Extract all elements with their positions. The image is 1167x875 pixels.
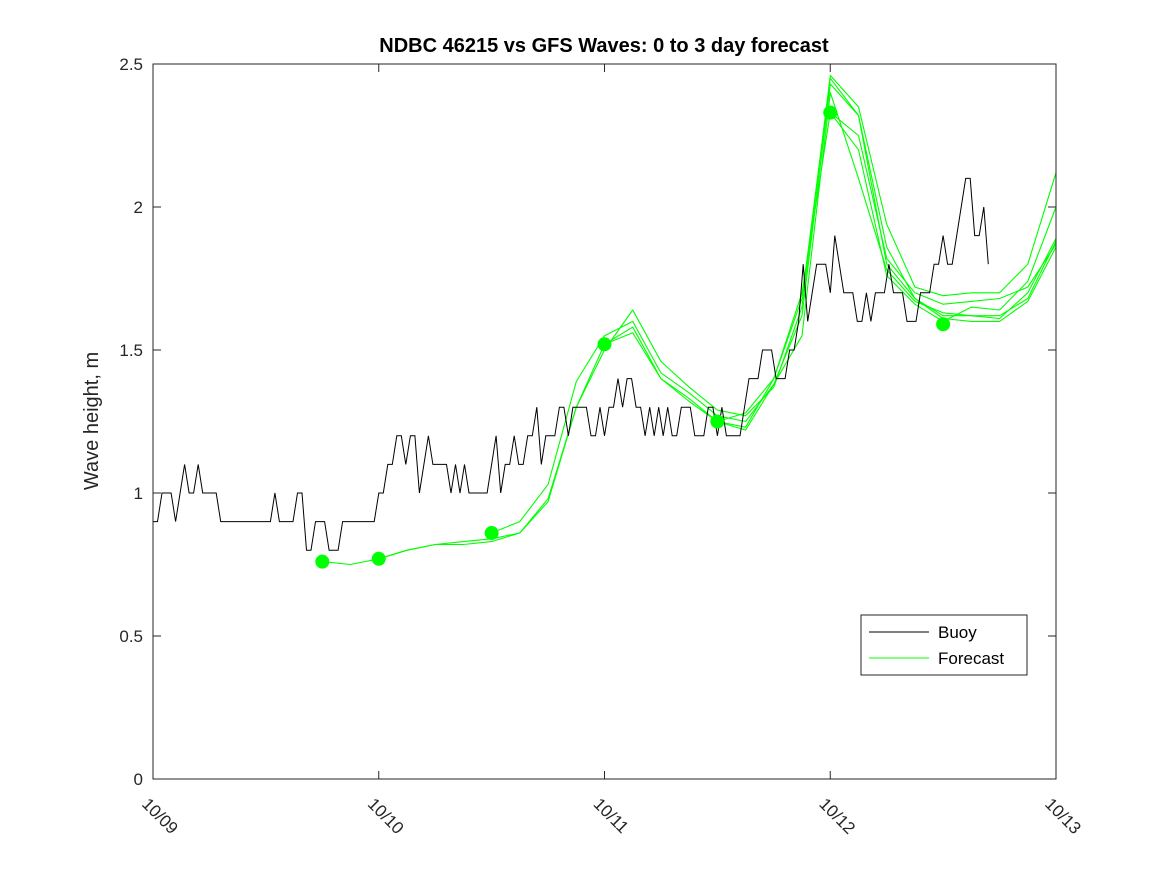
y-tick-label: 2.5 <box>119 55 143 74</box>
legend-label-buoy: Buoy <box>938 623 977 642</box>
forecast-marker <box>315 554 330 569</box>
y-tick-label: 1.5 <box>119 341 143 360</box>
forecast-line <box>717 77 1057 423</box>
forecast-marker <box>710 414 725 429</box>
legend: Buoy Forecast <box>860 614 1028 676</box>
y-tick-label: 0 <box>134 770 143 789</box>
axes-box <box>152 63 1057 780</box>
legend-box <box>860 614 1028 676</box>
forecast-line <box>604 83 1057 431</box>
forecast-marker <box>936 317 951 332</box>
forecast-marker <box>823 105 838 120</box>
forecast-marker <box>597 337 612 352</box>
forecast-line <box>322 112 1057 566</box>
legend-label-forecast: Forecast <box>938 649 1004 668</box>
y-axis-label: Wave height, m <box>81 352 103 490</box>
buoy-line-group <box>153 177 989 551</box>
buoy-line <box>153 177 989 551</box>
forecast-marker <box>371 551 386 566</box>
y-tick-label: 2 <box>134 198 143 217</box>
forecast-markers <box>315 105 951 569</box>
chart-title: NDBC 46215 vs GFS Waves: 0 to 3 day fore… <box>379 35 829 57</box>
y-tick-label: 0.5 <box>119 627 143 646</box>
forecast-marker <box>484 526 499 541</box>
y-tick-label: 1 <box>134 484 143 503</box>
forecast-lines <box>322 74 1057 566</box>
